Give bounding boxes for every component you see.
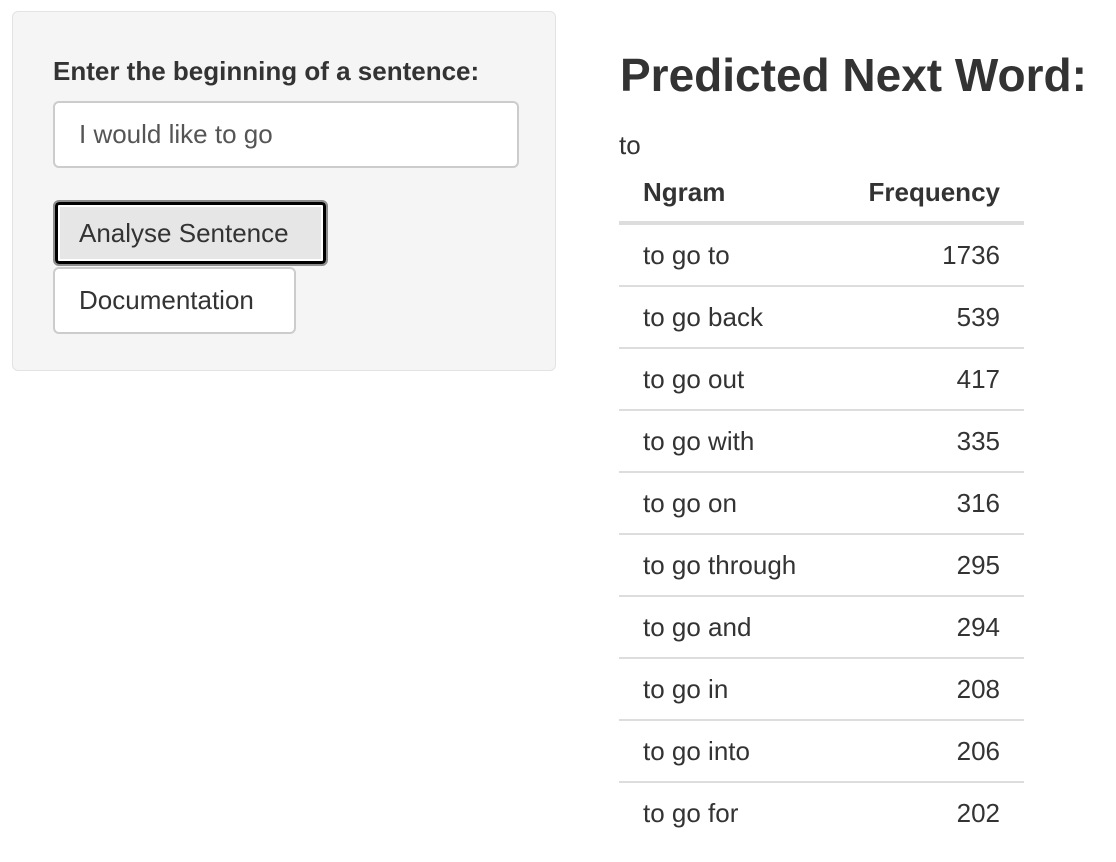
table-row: to go to 1736 bbox=[619, 223, 1024, 286]
table-row: to go and 294 bbox=[619, 595, 1024, 658]
ngram-cell: to go in bbox=[619, 657, 834, 720]
predicted-word: to bbox=[619, 130, 641, 160]
table-row: to go through 295 bbox=[619, 533, 1024, 596]
ngram-cell: to go to bbox=[643, 239, 730, 270]
ngram-cell: to go back bbox=[619, 285, 834, 348]
analyse-sentence-button[interactable]: Analyse Sentence bbox=[53, 200, 328, 266]
documentation-button[interactable]: Documentation bbox=[53, 267, 296, 334]
frequency-cell: 1736 bbox=[942, 239, 1000, 270]
ngram-cell: to go into bbox=[619, 719, 834, 782]
table-header-row: Ngram Frequency bbox=[619, 163, 1024, 225]
frequency-cell: 295 bbox=[833, 533, 1024, 596]
ngram-cell: to go on bbox=[619, 471, 834, 534]
page-title: Predicted Next Word: bbox=[620, 49, 1087, 101]
sidebar-panel: Enter the beginning of a sentence: Analy… bbox=[12, 11, 556, 371]
table-row: to go back 539 bbox=[619, 285, 1024, 348]
sentence-input-label: Enter the beginning of a sentence: bbox=[53, 56, 480, 86]
ngram-table: Ngram Frequency to go to 1736 to go back… bbox=[619, 163, 1024, 843]
frequency-cell: 202 bbox=[833, 781, 1024, 843]
ngram-cell: to go through bbox=[619, 533, 834, 596]
frequency-cell: 208 bbox=[833, 657, 1024, 720]
frequency-cell: 206 bbox=[833, 719, 1024, 782]
ngram-cell: to go with bbox=[619, 409, 834, 472]
column-header-ngram: Ngram bbox=[619, 163, 834, 225]
frequency-cell: 539 bbox=[833, 285, 1024, 348]
frequency-cell: 316 bbox=[833, 471, 1024, 534]
table-row: to go for 202 bbox=[619, 781, 1024, 843]
frequency-cell: 335 bbox=[833, 409, 1024, 472]
table-row: to go on 316 bbox=[619, 471, 1024, 534]
ngram-cell: to go out bbox=[619, 347, 834, 410]
table-row: to go into 206 bbox=[619, 719, 1024, 782]
frequency-cell: 294 bbox=[833, 595, 1024, 658]
ngram-cell: to go and bbox=[619, 595, 834, 658]
table-row: to go out 417 bbox=[619, 347, 1024, 410]
table-row: to go in 208 bbox=[619, 657, 1024, 720]
table-row: to go with 335 bbox=[619, 409, 1024, 472]
column-header-frequency: Frequency bbox=[833, 163, 1024, 225]
ngram-cell: to go for bbox=[619, 781, 834, 843]
frequency-cell: 417 bbox=[833, 347, 1024, 410]
sentence-input[interactable] bbox=[53, 101, 519, 168]
